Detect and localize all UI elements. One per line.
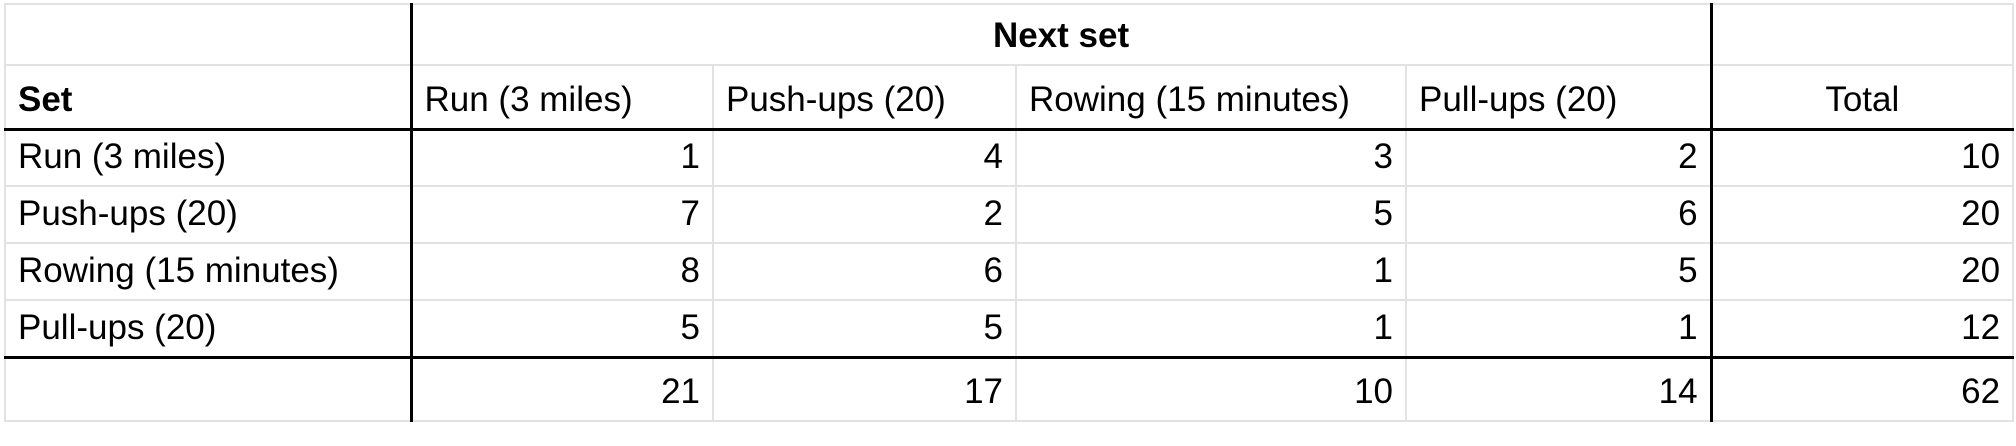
row-label[interactable]: Push-ups (20) <box>4 185 412 244</box>
column-header-row: Set Run (3 miles) Push-ups (20) Rowing (… <box>4 64 2015 131</box>
column-header-pushups[interactable]: Push-ups (20) <box>712 64 1017 131</box>
column-total-cell[interactable]: 14 <box>1404 356 1713 422</box>
table-cell[interactable]: 5 <box>1015 185 1407 244</box>
transition-table: Next set Set Run (3 miles) Push-ups (20)… <box>4 3 2015 422</box>
total-header[interactable]: Total <box>1710 64 2015 131</box>
table-row: Push-ups (20) 7 2 5 6 20 <box>4 185 2015 244</box>
table-cell[interactable]: 1 <box>1015 299 1407 359</box>
table-row: Rowing (15 minutes) 8 6 1 5 20 <box>4 242 2015 301</box>
grand-total-cell[interactable]: 62 <box>1710 356 2015 422</box>
set-header[interactable]: Set <box>4 64 412 131</box>
table-cell[interactable]: 1 <box>1015 242 1407 301</box>
table-cell[interactable]: 2 <box>712 185 1017 244</box>
totals-blank-cell[interactable] <box>4 356 412 422</box>
table-cell[interactable]: 8 <box>409 242 714 301</box>
table-cell[interactable]: 2 <box>1404 128 1713 187</box>
table-cell[interactable]: 4 <box>712 128 1017 187</box>
table-cell[interactable]: 1 <box>1404 299 1713 359</box>
row-label[interactable]: Pull-ups (20) <box>4 299 412 359</box>
table-cell[interactable]: 5 <box>712 299 1017 359</box>
table-cell[interactable]: 5 <box>409 299 714 359</box>
table-row: Pull-ups (20) 5 5 1 1 12 <box>4 299 2015 359</box>
column-total-cell[interactable]: 17 <box>712 356 1017 422</box>
column-total-cell[interactable]: 21 <box>409 356 714 422</box>
row-label[interactable]: Run (3 miles) <box>4 128 412 187</box>
table-row: Run (3 miles) 1 4 3 2 10 <box>4 128 2015 187</box>
row-total-cell[interactable]: 12 <box>1710 299 2015 359</box>
table-cell[interactable]: 5 <box>1404 242 1713 301</box>
table-cell[interactable]: 3 <box>1015 128 1407 187</box>
row-label[interactable]: Rowing (15 minutes) <box>4 242 412 301</box>
totals-row: 21 17 10 14 62 <box>4 356 2015 422</box>
blank-header-cell[interactable] <box>1710 3 2015 66</box>
corner-blank-cell[interactable] <box>4 3 412 66</box>
group-header-row: Next set <box>4 3 2015 66</box>
column-total-cell[interactable]: 10 <box>1015 356 1407 422</box>
column-header-rowing[interactable]: Rowing (15 minutes) <box>1015 64 1407 131</box>
table-cell[interactable]: 7 <box>409 185 714 244</box>
table-cell[interactable]: 6 <box>1404 185 1713 244</box>
row-total-cell[interactable]: 20 <box>1710 185 2015 244</box>
column-header-pullups[interactable]: Pull-ups (20) <box>1404 64 1713 131</box>
row-total-cell[interactable]: 20 <box>1710 242 2015 301</box>
column-header-run[interactable]: Run (3 miles) <box>409 64 714 131</box>
row-total-cell[interactable]: 10 <box>1710 128 2015 187</box>
table-cell[interactable]: 6 <box>712 242 1017 301</box>
table-cell[interactable]: 1 <box>409 128 714 187</box>
next-set-header[interactable]: Next set <box>409 3 1713 66</box>
